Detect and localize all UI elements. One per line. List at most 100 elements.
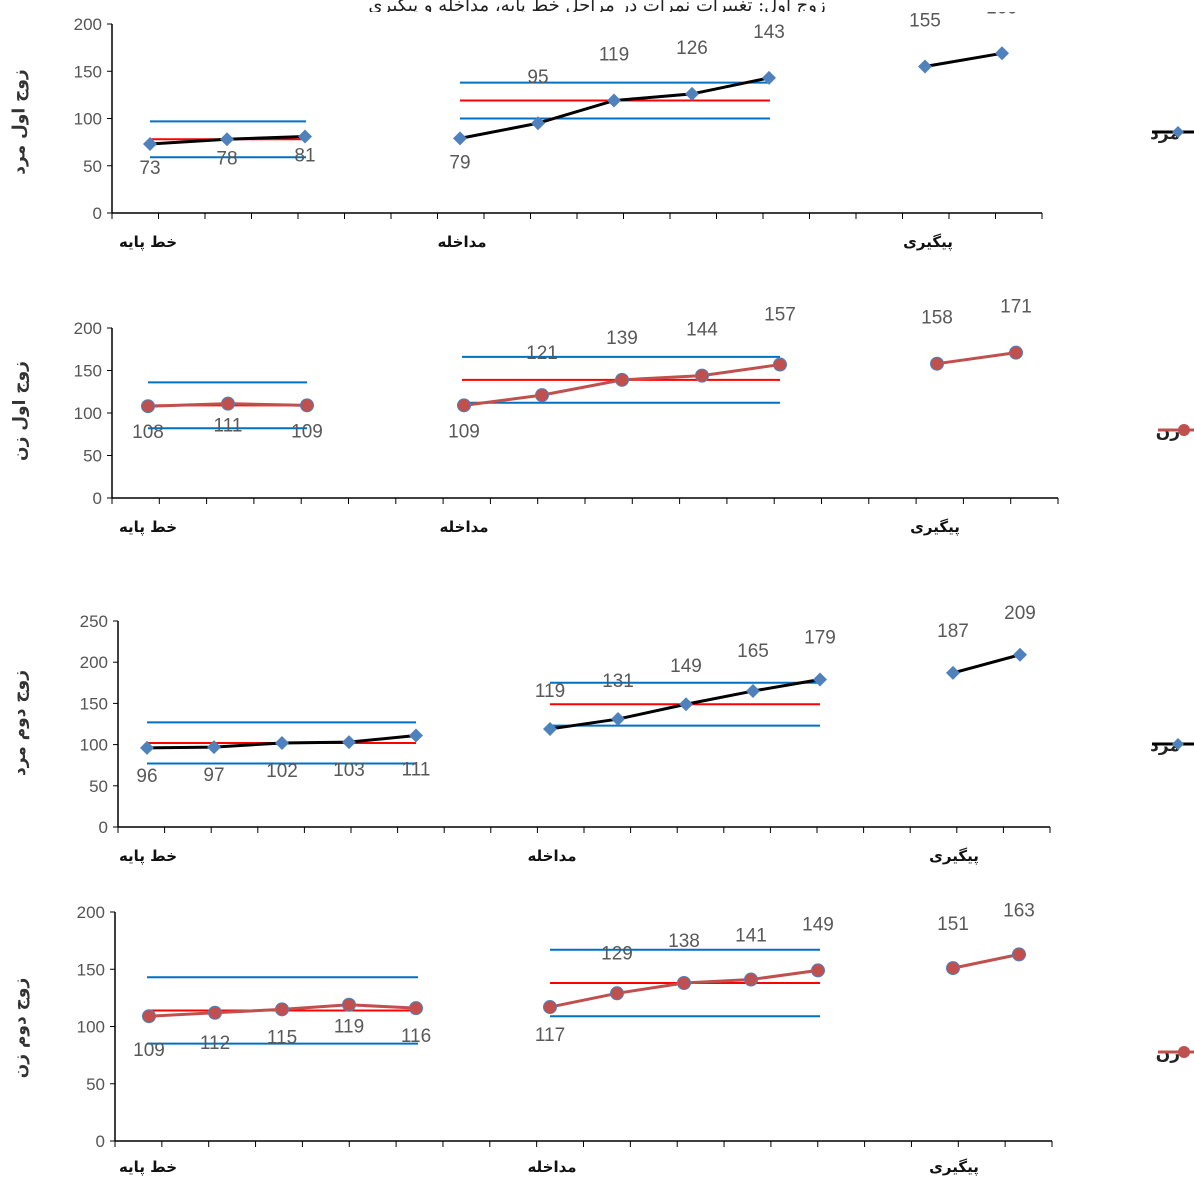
series-line bbox=[936, 351, 1017, 366]
chart-svg: 0 50 100 150 200 خط پایه 73 78 81 مداخله 79 95 119 12… bbox=[74, 12, 1043, 252]
data-point bbox=[995, 46, 1009, 61]
y-tick-label: 0 bbox=[93, 204, 102, 223]
phase-label: خط پایه bbox=[119, 847, 177, 866]
data-label: 126 bbox=[676, 38, 708, 59]
legend: مرد bbox=[1150, 736, 1194, 756]
phase-label: خط پایه bbox=[119, 518, 177, 537]
y-tick-label: 200 bbox=[74, 319, 102, 338]
data-label: 109 bbox=[291, 421, 323, 442]
data-label: 209 bbox=[1004, 603, 1036, 624]
data-label: 119 bbox=[599, 45, 629, 66]
y-tick-label: 50 bbox=[86, 1075, 105, 1094]
data-label: 108 bbox=[132, 422, 164, 443]
data-label: 109 bbox=[448, 421, 480, 442]
data-point bbox=[140, 740, 154, 755]
data-point bbox=[220, 132, 234, 147]
data-point bbox=[535, 388, 549, 403]
data-point bbox=[275, 1002, 289, 1017]
data-point bbox=[685, 86, 699, 101]
data-point bbox=[142, 1009, 156, 1024]
y-tick-label: 100 bbox=[80, 736, 108, 755]
data-label: 129 bbox=[601, 943, 633, 964]
y-tick-label: 150 bbox=[74, 362, 102, 381]
chart-svg: 0 50 100 150 200 250 خط پایه 96 97 102 103 111 مداخل… bbox=[80, 603, 1051, 866]
legend-line-circle-icon bbox=[1157, 424, 1194, 436]
data-label: 149 bbox=[670, 656, 702, 677]
data-point bbox=[615, 372, 629, 387]
phase-label: مداخله bbox=[437, 233, 486, 251]
data-point bbox=[453, 131, 467, 146]
y-tick-label: 200 bbox=[74, 15, 102, 34]
data-label: 158 bbox=[921, 308, 953, 329]
legend-label: مرد bbox=[1150, 736, 1180, 756]
data-point bbox=[946, 665, 960, 680]
data-point bbox=[611, 712, 625, 727]
chart-svg: 0 50 100 150 200 خط پایه 108 111 109 مداخله 109 121… bbox=[74, 297, 1059, 537]
phase-label: پیگیری bbox=[929, 1158, 979, 1177]
data-label: 81 bbox=[294, 145, 315, 166]
legend: مرد bbox=[1150, 124, 1194, 144]
data-point bbox=[409, 1001, 423, 1016]
data-point bbox=[342, 997, 356, 1012]
data-point bbox=[677, 975, 691, 990]
data-point bbox=[543, 1000, 557, 1015]
data-point bbox=[531, 116, 545, 131]
data-label: 131 bbox=[602, 671, 634, 692]
series-line bbox=[924, 51, 1003, 69]
phase-label: مداخله bbox=[439, 518, 488, 536]
data-label: 143 bbox=[753, 22, 785, 43]
data-point bbox=[946, 961, 960, 976]
phase-label: پیگیری bbox=[903, 233, 953, 252]
data-point bbox=[1012, 947, 1026, 962]
data-label: 116 bbox=[401, 1026, 431, 1047]
phase-label: پیگیری bbox=[929, 847, 979, 866]
chart-panel-couple1-woman: زوج اول زن 0 50 100 150 200 خط پایه 108 111 109 م… bbox=[0, 296, 1194, 556]
y-tick-label: 200 bbox=[80, 653, 108, 672]
data-label: 103 bbox=[333, 760, 365, 781]
data-label: 115 bbox=[267, 1027, 297, 1048]
y-tick-label: 50 bbox=[83, 157, 102, 176]
data-label: 119 bbox=[535, 681, 565, 702]
data-label: 112 bbox=[200, 1033, 230, 1054]
data-point bbox=[773, 357, 787, 372]
data-point bbox=[457, 398, 471, 413]
data-label: 149 bbox=[802, 914, 834, 935]
data-point bbox=[811, 963, 825, 978]
data-point bbox=[409, 728, 423, 743]
data-point bbox=[762, 70, 776, 85]
legend: زن bbox=[1155, 1044, 1194, 1064]
phase-label: خط پایه bbox=[119, 233, 177, 252]
y-tick-label: 100 bbox=[74, 110, 102, 129]
data-label: 73 bbox=[139, 158, 160, 179]
data-label: 95 bbox=[527, 67, 548, 88]
y-tick-label: 100 bbox=[77, 1018, 105, 1037]
y-tick-label: 150 bbox=[74, 62, 102, 81]
legend-label: زن bbox=[1155, 1044, 1180, 1064]
data-label: 179 bbox=[804, 628, 836, 649]
data-label: 157 bbox=[764, 305, 796, 326]
y-tick-label: 50 bbox=[89, 777, 108, 796]
y-tick-label: 150 bbox=[77, 960, 105, 979]
data-label: 163 bbox=[1003, 900, 1035, 921]
data-point bbox=[930, 356, 944, 371]
chart-panel-couple2-man: زوج دوم مرد 0 50 100 150 200 250 خط پایه 96 97 10… bbox=[0, 588, 1194, 888]
data-label: 119 bbox=[334, 1017, 364, 1038]
data-label: 117 bbox=[535, 1025, 565, 1046]
y-tick-label: 0 bbox=[99, 818, 108, 837]
phase-label: پیگیری bbox=[910, 518, 960, 537]
data-point bbox=[208, 1005, 222, 1020]
legend-line-diamond-icon bbox=[1152, 738, 1194, 750]
data-label: 109 bbox=[133, 1040, 165, 1061]
data-point bbox=[141, 399, 155, 414]
data-label: 102 bbox=[266, 761, 298, 782]
y-tick-label: 100 bbox=[74, 404, 102, 423]
data-label: 96 bbox=[136, 766, 157, 787]
data-label: 155 bbox=[909, 12, 941, 32]
data-label: 141 bbox=[735, 926, 767, 947]
data-label: 165 bbox=[737, 641, 769, 662]
data-point bbox=[918, 59, 932, 74]
data-point bbox=[695, 368, 709, 383]
data-point bbox=[1013, 647, 1027, 662]
data-label: 111 bbox=[402, 760, 431, 781]
y-tick-label: 0 bbox=[96, 1132, 105, 1151]
